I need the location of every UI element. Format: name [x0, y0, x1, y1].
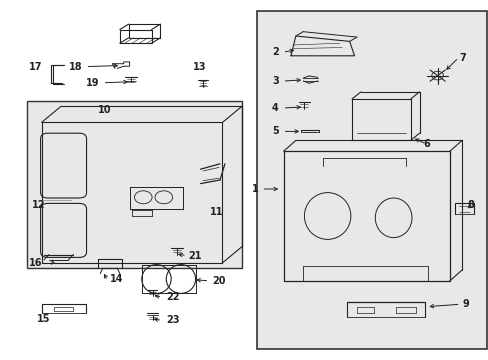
Text: 23: 23	[166, 315, 180, 325]
Text: 22: 22	[166, 292, 180, 302]
FancyBboxPatch shape	[27, 101, 242, 268]
Text: 5: 5	[271, 126, 278, 136]
Text: 7: 7	[459, 53, 466, 63]
Text: 4: 4	[271, 103, 278, 113]
Text: 15: 15	[37, 314, 50, 324]
Text: 18: 18	[68, 62, 82, 72]
Text: 13: 13	[193, 62, 206, 72]
FancyBboxPatch shape	[256, 11, 486, 349]
Text: 9: 9	[461, 299, 468, 309]
Text: 14: 14	[110, 274, 123, 284]
Text: 19: 19	[85, 78, 99, 88]
Text: 12: 12	[32, 200, 45, 210]
Text: 10: 10	[98, 105, 111, 115]
Text: 2: 2	[271, 47, 278, 57]
Text: 20: 20	[212, 276, 226, 286]
Text: 16: 16	[29, 258, 43, 268]
Text: 1: 1	[252, 184, 259, 194]
Text: 11: 11	[210, 207, 224, 217]
Text: 17: 17	[29, 62, 43, 72]
Text: 3: 3	[271, 76, 278, 86]
Text: 8: 8	[466, 200, 473, 210]
Text: 6: 6	[423, 139, 429, 149]
Text: 21: 21	[188, 251, 202, 261]
